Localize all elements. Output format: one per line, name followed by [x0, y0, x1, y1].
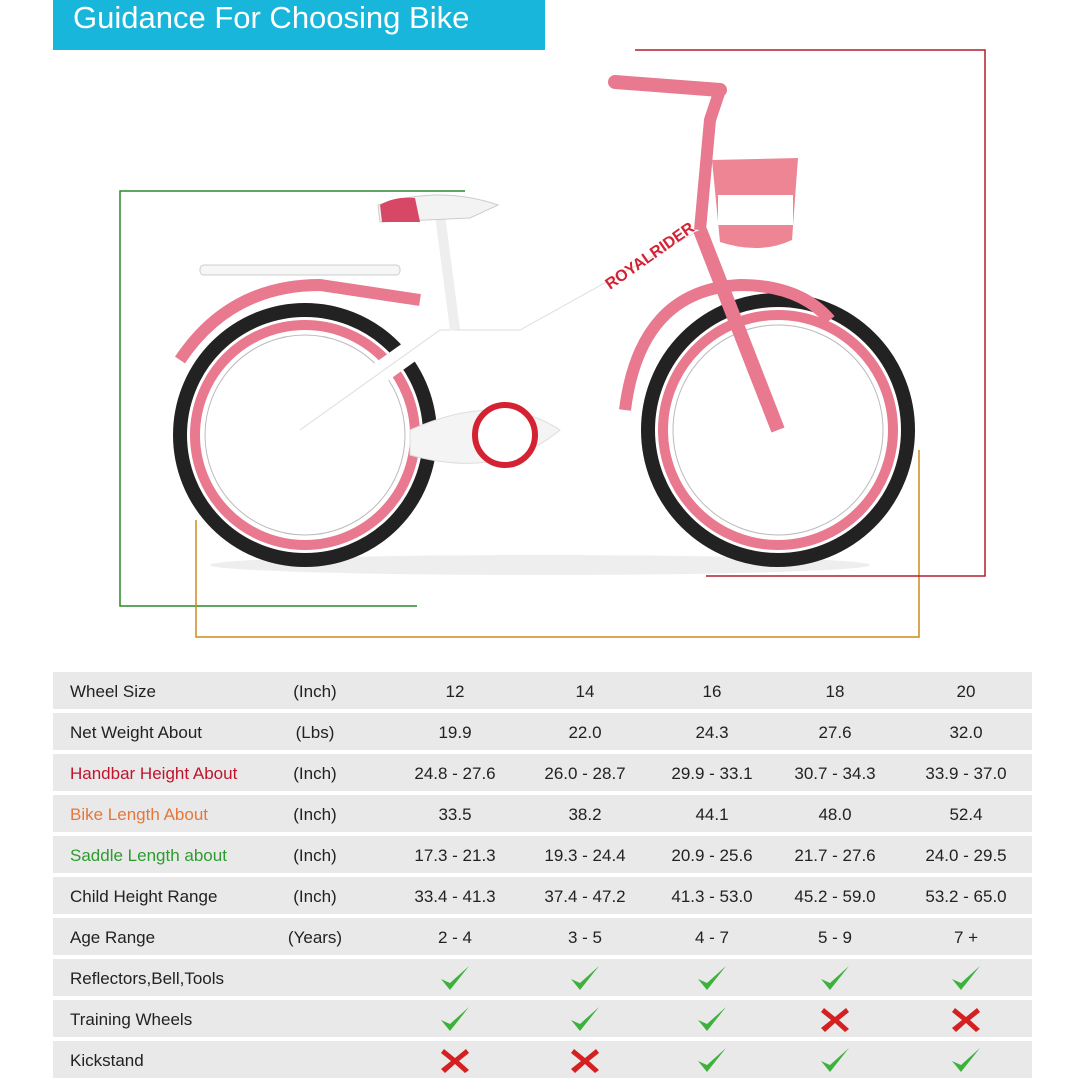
check-icon — [821, 966, 849, 990]
check-icon — [698, 1007, 726, 1031]
row-label: Handbar Height About — [70, 764, 238, 783]
table-row: Saddle Length about (Inch) 17.3 - 21.3 19.3… — [53, 836, 1032, 873]
row-label: Training Wheels — [70, 1010, 193, 1029]
cross-icon — [441, 1049, 469, 1073]
check-icon — [441, 1007, 469, 1031]
table-row: Wheel Size (Inch) 12 14 16 18 20 — [53, 672, 1032, 709]
row-label: Saddle Length about — [70, 846, 227, 865]
check-icon — [441, 966, 469, 990]
row-label: Kickstand — [70, 1051, 144, 1070]
table-row: Reflectors,Bell,Tools — [53, 959, 1032, 996]
cross-icon — [571, 1049, 599, 1073]
row-label: Child Height Range — [70, 887, 218, 906]
table-row: Kickstand — [53, 1041, 1032, 1078]
check-icon — [952, 966, 980, 990]
check-icon — [821, 1048, 849, 1072]
check-icon — [698, 966, 726, 990]
banner-title: Guidance For Choosing Bike — [53, 0, 545, 50]
front-wheel — [641, 293, 915, 567]
check-icon — [698, 1048, 726, 1072]
size-table: Wheel Size (Inch) 12 14 16 18 20 Net Weight Abo… — [53, 672, 1032, 1082]
check-icon — [571, 966, 599, 990]
row-label: Net Weight About — [70, 723, 202, 742]
row-label: Reflectors,Bell,Tools — [70, 969, 225, 988]
row-label: Bike Length About — [70, 805, 209, 824]
table-row: Bike Length About (Inch) 33.5 38.2 44.1 48.0 5… — [53, 795, 1032, 832]
row-label: Age Range — [70, 928, 156, 947]
table-row: Handbar Height About (Inch) 24.8 - 27.6 26.… — [53, 754, 1032, 791]
table-row: Training Wheels — [53, 1000, 1032, 1037]
check-icon — [952, 1048, 980, 1072]
cross-icon — [952, 1008, 980, 1032]
svg-text:ROYALRIDER: ROYALRIDER — [603, 219, 699, 293]
bike-illustration: ROYALRIDER — [119, 49, 986, 638]
cross-icon — [821, 1008, 849, 1032]
table-row: Child Height Range (Inch) 33.4 - 41.3 37.4 … — [53, 877, 1032, 914]
table-row: Net Weight About (Lbs) 19.9 22.0 24.3 27.6 32.… — [53, 713, 1032, 750]
row-label: Wheel Size — [70, 682, 156, 701]
check-icon — [571, 1007, 599, 1031]
